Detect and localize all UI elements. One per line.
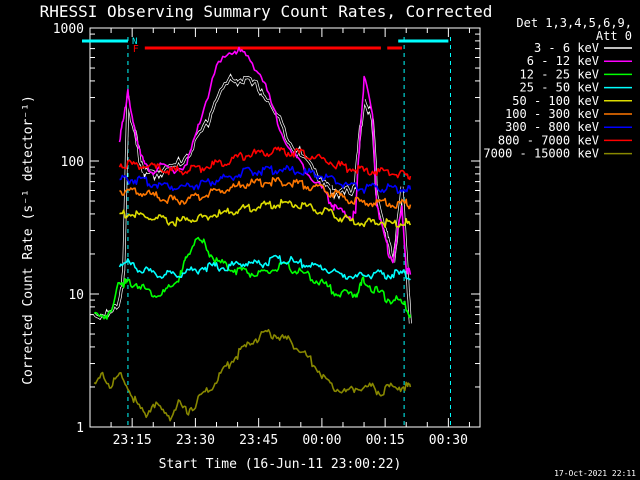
x-tick-label: 23:30 bbox=[176, 433, 215, 448]
y-axis-label: Corrected Count Rate (s⁻¹ detector⁻¹) bbox=[21, 95, 36, 385]
series-line bbox=[118, 146, 412, 181]
night-label: N bbox=[132, 37, 137, 47]
legend-entry-label: 25 - 50 keV bbox=[520, 81, 599, 95]
flare-label: F bbox=[133, 44, 139, 55]
plot-frame bbox=[89, 27, 481, 428]
series-line bbox=[119, 176, 412, 210]
legend-entry-label: 100 - 300 keV bbox=[505, 107, 599, 121]
series-line bbox=[118, 46, 412, 275]
y-axis-label-text: Corrected Count Rate (s⁻¹ detector⁻¹) bbox=[21, 95, 36, 385]
legend-entry-label: 6 - 12 keV bbox=[527, 54, 599, 68]
series-line bbox=[93, 236, 412, 320]
series-line bbox=[93, 328, 412, 422]
chart-marks: 1 10 100 1000 23:15 23:30 23:45 00:00 00:15 00:30… bbox=[53, 22, 632, 448]
legend-entry-label: 50 - 100 keV bbox=[512, 94, 599, 108]
legend-header-2: Att 0 bbox=[596, 29, 632, 43]
series-line bbox=[119, 164, 412, 194]
x-tick-label: 00:00 bbox=[302, 433, 341, 448]
legend-header-1: Det 1,3,4,5,6,9, bbox=[516, 16, 632, 30]
x-tick-label: 23:15 bbox=[113, 433, 152, 448]
x-tick-label: 23:45 bbox=[239, 433, 278, 448]
legend-entry-label: 7000 - 15000 keV bbox=[483, 147, 599, 161]
x-tick-label: 00:15 bbox=[366, 433, 405, 448]
chart-title: RHESSI Observing Summary Count Rates, Co… bbox=[40, 2, 493, 21]
y-tick-label: 10 bbox=[68, 288, 84, 303]
x-axis-label: Start Time (16-Jun-11 23:00:22) bbox=[159, 457, 402, 472]
x-tick-label: 00:30 bbox=[429, 433, 468, 448]
legend-entry-label: 12 - 25 keV bbox=[520, 67, 599, 81]
series-line bbox=[119, 198, 412, 228]
y-tick-label: 1000 bbox=[53, 22, 84, 37]
footer-date: 17-Oct-2021 22:11 bbox=[554, 469, 636, 478]
legend-entry-label: 800 - 7000 keV bbox=[498, 133, 599, 147]
legend-entry-label: 300 - 800 keV bbox=[505, 120, 599, 134]
y-tick-label: 1 bbox=[76, 421, 84, 436]
legend-entry-label: 3 - 6 keV bbox=[534, 41, 599, 55]
series-line bbox=[118, 254, 411, 281]
y-tick-label: 100 bbox=[61, 155, 84, 170]
